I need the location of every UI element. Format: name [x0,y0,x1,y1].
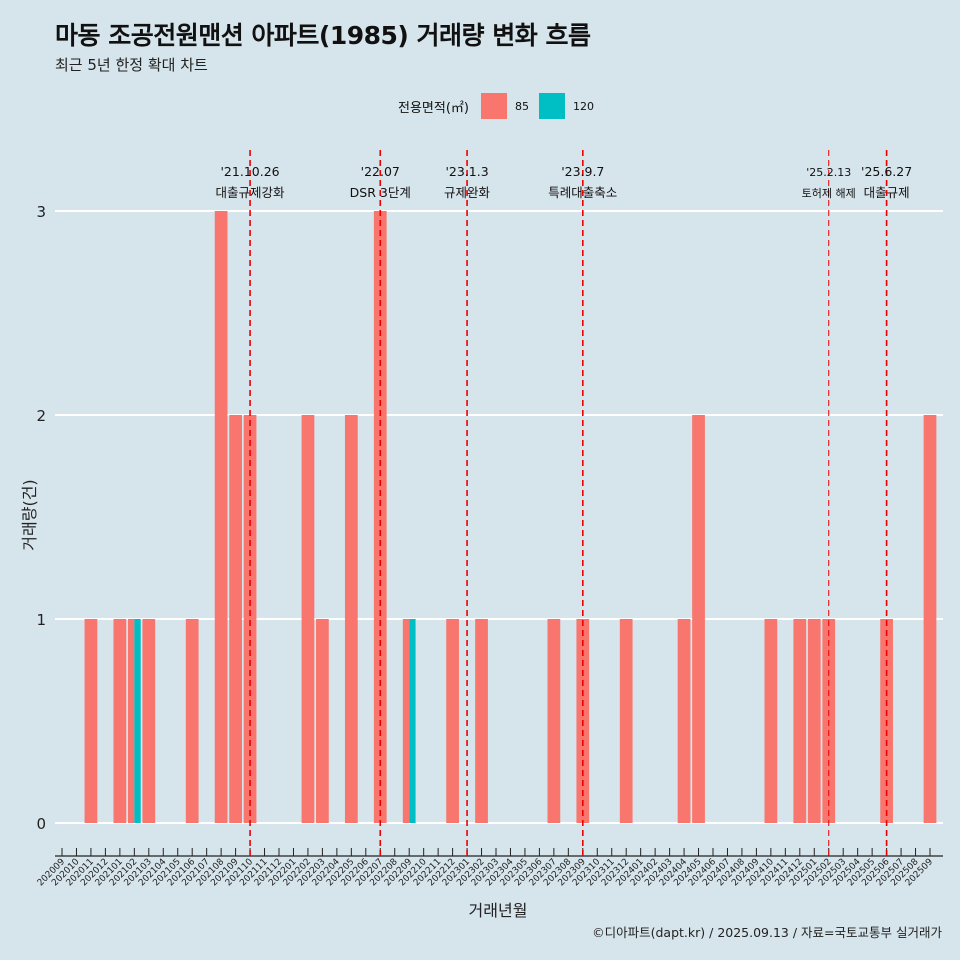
bar-85-202205 [344,415,358,823]
bar-85-202405 [692,415,705,823]
bar-85-202501 [807,619,821,823]
bar-85-202108 [214,211,228,823]
legend-label-120: 120 [572,99,594,113]
y-tick-label: 0 [36,815,46,833]
bar-85-202412 [793,619,807,823]
event-date-202207: '22.07 [361,164,400,179]
event-label-202309: 특례대출축소 [548,185,617,200]
bar-85-202410 [764,619,778,823]
bar-85-202203 [316,619,329,823]
bar-85-202302 [475,619,488,823]
bar-85-202312 [619,619,633,823]
bar-85-202011 [84,619,98,823]
event-label-202502: 토허제 해제 [802,186,856,200]
source-caption: ©디아파트(dapt.kr) / 2025.09.13 / 자료=국토교통부 실… [592,925,942,940]
bar-120-202209 [409,619,416,823]
bar-85-202202 [301,415,315,823]
event-date-202110: '21.10.26 [221,164,280,179]
bar-85-202109 [229,415,242,823]
legend-swatch-85 [480,93,507,119]
event-label-202301: 규제완화 [444,185,491,200]
y-axis-label: 거래량(건) [20,479,39,551]
y-tick-label: 2 [36,407,46,425]
chart-title: 마동 조공전원맨션 아파트(1985) 거래량 변화 흐름 [55,21,591,50]
bar-85-202102 [127,619,135,823]
bar-85-202110 [243,415,257,823]
event-label-202110: 대출규제강화 [216,185,286,200]
bar-85-202404 [677,619,691,823]
event-label-202506: 대출규제 [864,185,910,200]
x-axis-label: 거래년월 [468,901,528,920]
event-date-202502: '25.2.13 [806,166,851,179]
y-tick-label: 3 [36,203,46,221]
event-date-202301: '23.1.3 [445,164,488,179]
legend: 전용면적(㎡) 85 120 [398,93,604,119]
y-tick-label: 1 [36,611,46,629]
legend-title: 전용면적(㎡) [398,100,469,116]
event-date-202506: '25.6.27 [861,164,912,179]
legend-label-85: 85 [514,99,529,113]
bar-85-202106 [185,619,199,823]
legend-swatch-120 [538,93,565,119]
event-label-202207: DSR 3단계 [350,185,411,200]
chart-subtitle: 최근 5년 한정 확대 차트 [55,56,208,74]
bar-85-202101 [113,619,127,823]
bar-85-202212 [446,619,459,823]
bar-120-202102 [134,619,141,823]
bar-85-202209 [402,619,410,823]
bar-85-202307 [547,619,561,823]
event-date-202309: '23.9.7 [561,164,604,179]
bar-85-202103 [142,619,156,823]
bar-85-202207 [373,211,387,823]
bar-85-202509 [923,415,937,823]
